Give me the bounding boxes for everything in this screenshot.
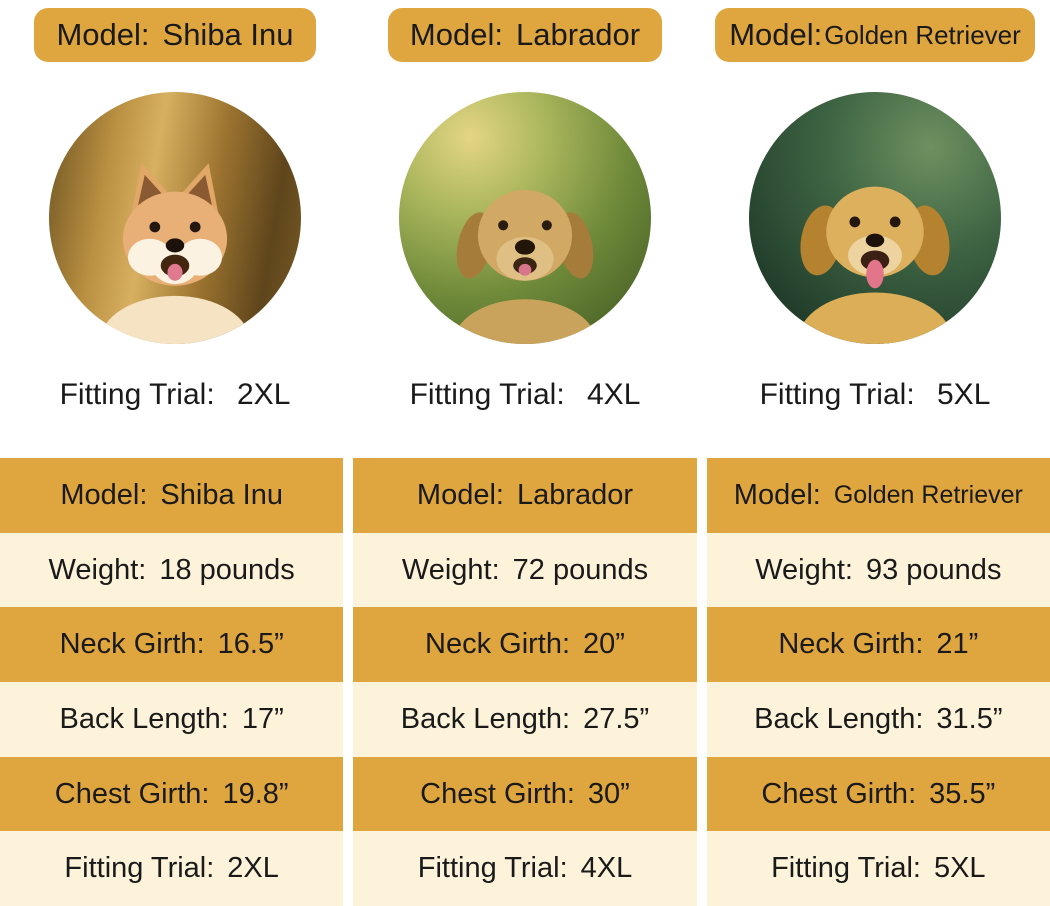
row-label: Neck Girth: bbox=[425, 628, 571, 661]
model-column-golden-retriever: Model: Golden Retriever Fitt bbox=[700, 0, 1050, 458]
row-value: 19.8” bbox=[222, 777, 289, 810]
row-label: Weight: bbox=[48, 553, 147, 586]
fitting-trial-value: 4XL bbox=[587, 378, 641, 411]
row-label: Weight: bbox=[755, 553, 853, 586]
shiba-inu-dog-illustration bbox=[99, 163, 251, 344]
table-row: Chest Girth: 19.8” bbox=[0, 756, 344, 832]
fitting-trial-line: Fitting Trial: 2XL bbox=[60, 378, 291, 412]
labrador-photo bbox=[399, 92, 651, 344]
row-value: 93 pounds bbox=[865, 553, 1002, 586]
spec-tables-row: Model: Shiba Inu Weight: 18 pounds Neck … bbox=[0, 458, 1050, 906]
table-row: Back Length: 17” bbox=[0, 682, 344, 757]
golden-retriever-photo bbox=[749, 92, 1001, 344]
fitting-trial-label: Fitting Trial: bbox=[59, 378, 215, 411]
row-label: Chest Girth: bbox=[54, 777, 210, 810]
row-label: Fitting Trial: bbox=[417, 852, 568, 885]
table-row: Weight: 18 pounds bbox=[0, 532, 344, 608]
model-badge-label: Model: bbox=[729, 17, 823, 52]
row-value: Labrador bbox=[516, 478, 634, 511]
labrador-dog-illustration bbox=[452, 190, 598, 344]
row-label: Fitting Trial: bbox=[771, 852, 921, 885]
fitting-trial-value: 5XL bbox=[937, 378, 991, 411]
table-row: Fitting Trial: 2XL bbox=[0, 831, 344, 906]
model-badge-name: Golden Retriever bbox=[824, 20, 1021, 50]
table-row: Neck Girth: 21” bbox=[706, 607, 1050, 683]
table-row: Chest Girth: 30” bbox=[353, 756, 697, 832]
model-badge-label: Model: bbox=[409, 17, 503, 52]
models-row: Model: Shiba Inu bbox=[0, 0, 1050, 458]
row-label: Back Length: bbox=[754, 702, 924, 735]
table-row: Fitting Trial: 5XL bbox=[706, 831, 1050, 906]
row-value: 4XL bbox=[580, 852, 633, 885]
row-label: Chest Girth: bbox=[420, 777, 575, 810]
table-row: Model: Shiba Inu bbox=[0, 458, 344, 533]
spec-table-labrador: Model: Labrador Weight: 72 pounds Neck G… bbox=[353, 458, 697, 906]
model-badge-label: Model: bbox=[56, 17, 150, 52]
table-row: Back Length: 31.5” bbox=[706, 682, 1050, 757]
table-row: Weight: 72 pounds bbox=[353, 532, 697, 608]
spec-table-shiba-inu: Model: Shiba Inu Weight: 18 pounds Neck … bbox=[0, 458, 344, 906]
row-value: 18 pounds bbox=[159, 553, 295, 586]
table-row: Model: Golden Retriever bbox=[706, 458, 1050, 533]
table-row: Model: Labrador bbox=[353, 458, 697, 533]
row-value: 21” bbox=[936, 628, 979, 661]
model-column-shiba-inu: Model: Shiba Inu bbox=[0, 0, 350, 458]
row-value: 31.5” bbox=[936, 702, 1003, 735]
row-label: Fitting Trial: bbox=[64, 852, 215, 885]
model-badge-name: Labrador bbox=[515, 17, 641, 52]
row-value: 16.5” bbox=[217, 628, 284, 661]
fitting-trial-label: Fitting Trial: bbox=[759, 378, 915, 411]
table-row: Neck Girth: 20” bbox=[353, 607, 697, 683]
table-row: Back Length: 27.5” bbox=[353, 682, 697, 757]
row-value: 5XL bbox=[933, 852, 986, 885]
row-value: 27.5” bbox=[583, 702, 650, 735]
row-value: 20” bbox=[583, 628, 625, 661]
row-label: Chest Girth: bbox=[761, 777, 917, 810]
row-label: Neck Girth: bbox=[778, 628, 924, 661]
row-label: Model: bbox=[60, 478, 148, 511]
shiba-inu-photo bbox=[49, 92, 301, 344]
row-label: Weight: bbox=[401, 553, 500, 586]
model-badge: Model: Labrador bbox=[387, 8, 663, 62]
fitting-trial-value: 2XL bbox=[237, 378, 291, 411]
row-value: 72 pounds bbox=[512, 553, 649, 586]
row-value: Golden Retriever bbox=[833, 480, 1023, 509]
row-value: 35.5” bbox=[929, 777, 996, 810]
row-label: Back Length: bbox=[400, 702, 571, 735]
table-row: Chest Girth: 35.5” bbox=[706, 756, 1050, 832]
row-label: Model: bbox=[416, 478, 504, 511]
model-badge: Model: Golden Retriever bbox=[715, 8, 1035, 62]
row-value: 17” bbox=[241, 702, 284, 735]
fitting-trial-line: Fitting Trial: 5XL bbox=[760, 378, 991, 412]
row-value: 30” bbox=[587, 777, 630, 810]
spec-table-golden-retriever: Model: Golden Retriever Weight: 93 pound… bbox=[706, 458, 1050, 906]
model-column-labrador: Model: Labrador Fitting Tria bbox=[350, 0, 700, 458]
table-row: Neck Girth: 16.5” bbox=[0, 607, 344, 683]
fitting-trial-line: Fitting Trial: 4XL bbox=[410, 378, 641, 412]
model-badge-name: Shiba Inu bbox=[162, 17, 294, 52]
model-badge: Model: Shiba Inu bbox=[34, 8, 316, 62]
table-row: Fitting Trial: 4XL bbox=[353, 831, 697, 906]
row-value: 2XL bbox=[227, 852, 279, 885]
fitting-trial-label: Fitting Trial: bbox=[409, 378, 565, 411]
golden-retriever-dog-illustration bbox=[797, 187, 953, 344]
row-label: Model: bbox=[733, 478, 821, 511]
row-label: Neck Girth: bbox=[59, 628, 205, 661]
table-row: Weight: 93 pounds bbox=[706, 532, 1050, 608]
row-value: Shiba Inu bbox=[160, 478, 283, 511]
row-label: Back Length: bbox=[59, 702, 229, 735]
